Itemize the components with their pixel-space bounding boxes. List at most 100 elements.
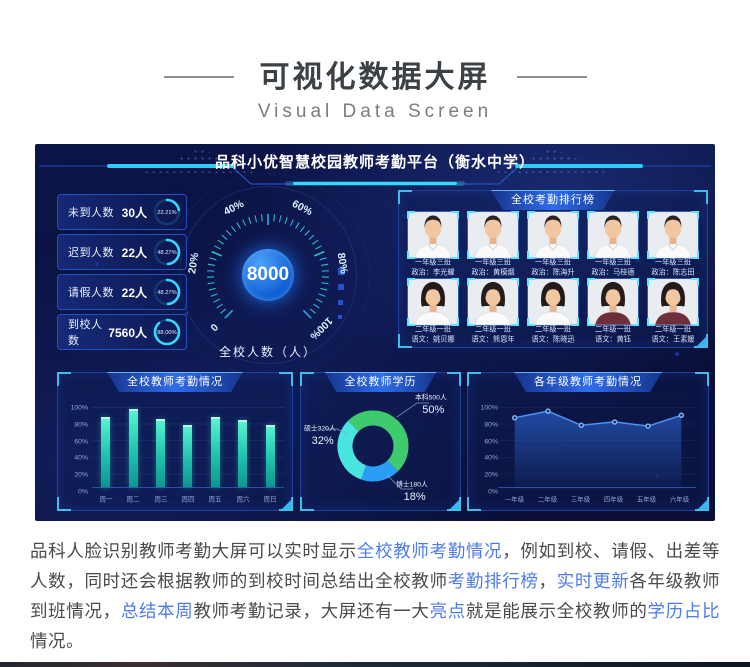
highlighted-text: 考勤排行榜 — [447, 571, 539, 591]
teacher-photo — [647, 211, 699, 259]
section-title: 可视化数据大屏 — [259, 61, 491, 94]
bar-y-axis-labels: 100% 80% 60% 40% 20% 0% — [62, 403, 88, 496]
teacher-name: 政治：李光耀 — [411, 268, 455, 276]
line-panel-title: 各年级教师考勤情况 — [514, 372, 662, 392]
stat-value: 22人 — [121, 285, 147, 300]
teacher-name: 政治：陈志田 — [651, 268, 695, 276]
teacher-name: 语文：王素媛 — [651, 335, 695, 343]
plain-text: 情况。 — [30, 631, 84, 651]
teacher-name: 语文：陈晓迅 — [531, 335, 575, 343]
x-tick-label: 三年级 — [570, 495, 591, 504]
teacher-name: 语文：姚贝娜 — [411, 335, 455, 343]
header-decoration — [39, 164, 711, 186]
teacher-class: 二年级一班 — [414, 325, 451, 333]
stat-label: 请假人数 — [68, 287, 114, 299]
teacher-name: 政治：陈海升 — [531, 268, 575, 276]
highlighted-text: 全校教师考勤情况 — [356, 541, 503, 561]
stat-progress-ring: 48.27% — [152, 237, 182, 267]
x-tick-label: 二年级 — [537, 495, 558, 504]
teacher-card: 一年级三班政治：陈海升 — [525, 211, 581, 278]
teacher-class: 二年级一班 — [594, 325, 631, 333]
y-tick-label: 40% — [484, 454, 498, 462]
total-gauge: 0 20% 40% 60% 80% 100% 8000 全校人数（人） — [166, 173, 370, 377]
teacher-photo — [587, 278, 639, 326]
teacher-photo-grid: 一年级三班 政治：李光耀 一年级三班 政治：黄模烟 一年级三班 政治：陈海升 一年级三… — [405, 211, 701, 345]
bar — [210, 416, 220, 487]
stat-progress-ring: 88.00% — [152, 317, 182, 347]
ranking-panel: 全校考勤排行榜 一年级三班 政治：李光耀 一年级三班 政治：黄模烟 一年级三班 政治：… — [398, 190, 708, 348]
y-tick-label: 60% — [74, 437, 88, 445]
y-tick-label: 20% — [484, 470, 498, 479]
x-tick-label: 一年级 — [504, 495, 525, 504]
bar — [156, 419, 166, 487]
bar-x-axis-labels: 周一 周二 周三 周四 周五 周六 周日 — [92, 494, 284, 505]
stat-card: 迟到人数 22人 48.27% — [57, 234, 187, 270]
donut-callout-lines — [325, 402, 429, 490]
x-tick-label: 周六 — [236, 495, 250, 504]
bar — [265, 425, 275, 487]
plain-text: 就是能展示全校教师的 — [465, 601, 648, 621]
teacher-photo — [647, 278, 699, 326]
teacher-card: 一年级三班 政治：马桂德 — [585, 211, 641, 278]
x-tick-label: 周日 — [263, 495, 277, 504]
ranking-panel-title: 全校考勤排行榜 — [491, 190, 615, 210]
decor-dot — [675, 352, 679, 356]
line-plot — [498, 407, 696, 490]
teacher-card: 一年级三班政治：李光耀 — [405, 211, 461, 278]
teacher-card: 二年级一班 语文：陈晓迅 — [525, 278, 581, 345]
bar — [183, 424, 193, 487]
bar-plot — [92, 407, 284, 488]
teacher-card: 二年级一班 语文：熊恩年 — [465, 278, 521, 345]
teacher-card: 二年级一班语文：姚贝娜 — [405, 278, 461, 345]
x-tick-label: 五年级 — [636, 495, 657, 504]
y-tick-label: 100% — [480, 403, 498, 412]
y-tick-label: 80% — [484, 420, 498, 429]
bar — [128, 409, 138, 487]
highlighted-text: 亮点 — [429, 601, 466, 621]
y-tick-label: 100% — [70, 403, 88, 412]
highlighted-text: 学历占比 — [647, 601, 721, 621]
teacher-photo — [527, 211, 579, 259]
y-tick-label: 60% — [484, 437, 498, 445]
stat-progress-ring: 22.21% — [152, 197, 182, 227]
highlighted-text: 实时更新 — [556, 571, 630, 591]
y-tick-label: 80% — [74, 420, 88, 429]
teacher-photo — [467, 278, 519, 326]
stat-percent: 48.27% — [157, 288, 177, 296]
stat-percent: 22.21% — [157, 208, 177, 216]
x-tick-label: 周二 — [126, 495, 140, 504]
teacher-class: 一年级三班 — [534, 258, 571, 266]
teacher-name: 语文：黄钰 — [594, 335, 631, 343]
teacher-photo — [587, 211, 639, 259]
teacher-class: 一年级三班 — [414, 258, 451, 266]
teacher-class: 一年级三班 — [474, 258, 511, 266]
stat-percent: 48.27% — [157, 248, 177, 256]
stat-card: 请假人数 22人 48.27% — [57, 274, 187, 310]
stat-card: 到校人数 7560人 88.00% — [57, 314, 187, 350]
stat-progress-ring: 48.27% — [152, 277, 182, 307]
stats-column: 未到人数 30人 22.21% 迟到人数 22人 48.27% 请假人数 22人 48.27% 到… — [57, 194, 187, 354]
bar — [101, 416, 111, 487]
line-y-axis-labels: 100% 80% 60% 40% 20% 0% — [472, 403, 498, 496]
title-left-rule — [163, 76, 234, 78]
x-tick-label: 周一 — [99, 495, 113, 504]
stat-value: 22人 — [121, 245, 147, 260]
attendance-bar-panel: 全校教师考勤情况 100% 80% 60% 40% 20% 0% 周一 周二 周三 周四 周五 周六… — [57, 372, 293, 511]
stat-label: 到校人数 — [68, 319, 103, 347]
education-donut-panel: 全校教师学历 本科500人 50% 硕士320人 32% 博士180人 18% — [300, 372, 461, 511]
section-header: 可视化数据大屏 Visual Data Screen — [0, 0, 750, 123]
teacher-photo — [527, 278, 579, 326]
donut-label-bachelor: 本科500人 50% — [414, 393, 447, 416]
bar-panel-title: 全校教师考勤情况 — [107, 372, 243, 392]
line-chart — [511, 408, 685, 490]
plain-text: ，例如到校、请假、出差等人数，同时还会根据教师的到校时间总结出全校教师 — [30, 541, 721, 591]
y-tick-label: 40% — [74, 454, 88, 462]
stat-percent: 88.00% — [157, 328, 177, 336]
gauge-value: 8000 — [242, 249, 294, 301]
teacher-class: 一年级三班 — [594, 258, 631, 266]
grade-line-panel: 各年级教师考勤情况 100% 80% 60% 40% 20% 0% 一年级 二年级 三年级 四年… — [467, 372, 709, 511]
line-x-axis-labels: 一年级 二年级 三年级 四年级 五年级 六年级 — [498, 494, 696, 505]
plain-text: 教师考勤记录，大屏还有一大 — [193, 601, 430, 621]
screen-title: 品科小优智慧校园教师考勤平台（衡水中学） — [214, 154, 535, 171]
